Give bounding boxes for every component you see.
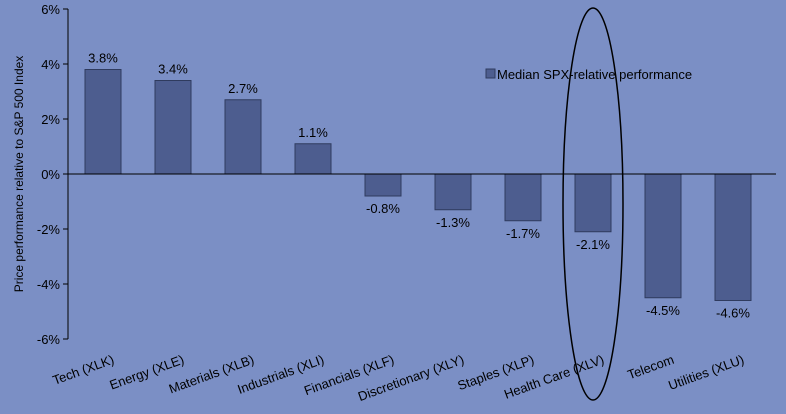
data-label: -4.5% <box>646 303 680 318</box>
bar <box>644 173 682 299</box>
data-label: 3.8% <box>88 51 118 66</box>
data-label: 3.4% <box>158 62 188 77</box>
bar <box>224 99 262 175</box>
bar <box>714 173 752 301</box>
y-tick-label: 0% <box>41 167 60 182</box>
y-tick-label: -4% <box>37 277 61 292</box>
bar <box>364 173 402 197</box>
data-label: 2.7% <box>228 81 258 96</box>
x-tick-label: Tech (XLK) <box>50 352 116 388</box>
highlight-ellipse <box>562 7 624 401</box>
y-tick-label: -6% <box>37 332 61 347</box>
axes <box>67 9 776 339</box>
bars <box>84 69 752 301</box>
x-tick-label: Utilities (XLU) <box>666 352 746 393</box>
data-labels: 3.8% 3.4% 2.7% 1.1% -0.8% -1.3% -1.7% -2.1% -4.5… <box>88 51 750 321</box>
y-axis-ticks: 6% 4% 2% 0% -2% -4% -6% <box>37 2 68 347</box>
data-label: 1.1% <box>298 125 328 140</box>
y-tick-label: -2% <box>37 222 61 237</box>
data-label: -1.7% <box>506 226 540 241</box>
bar <box>294 143 332 175</box>
data-label: -1.3% <box>436 215 470 230</box>
x-axis-ticks: Tech (XLK)Energy (XLE)Materials (XLB)Ind… <box>50 352 746 404</box>
bar <box>84 69 122 175</box>
legend: Median SPX-relative performance <box>485 67 692 82</box>
y-tick-label: 4% <box>41 57 60 72</box>
y-axis-label: Price performance relative to S&P 500 In… <box>12 56 26 293</box>
bar <box>154 80 192 175</box>
bar <box>504 173 542 222</box>
bar <box>434 173 472 211</box>
legend-swatch <box>485 68 496 79</box>
y-tick-label: 6% <box>41 2 60 17</box>
bar <box>574 173 612 233</box>
data-label: -0.8% <box>366 201 400 216</box>
data-label: -2.1% <box>576 237 610 252</box>
data-label: -4.6% <box>716 306 750 321</box>
legend-label: Median SPX-relative performance <box>497 67 692 82</box>
y-tick-label: 2% <box>41 112 60 127</box>
